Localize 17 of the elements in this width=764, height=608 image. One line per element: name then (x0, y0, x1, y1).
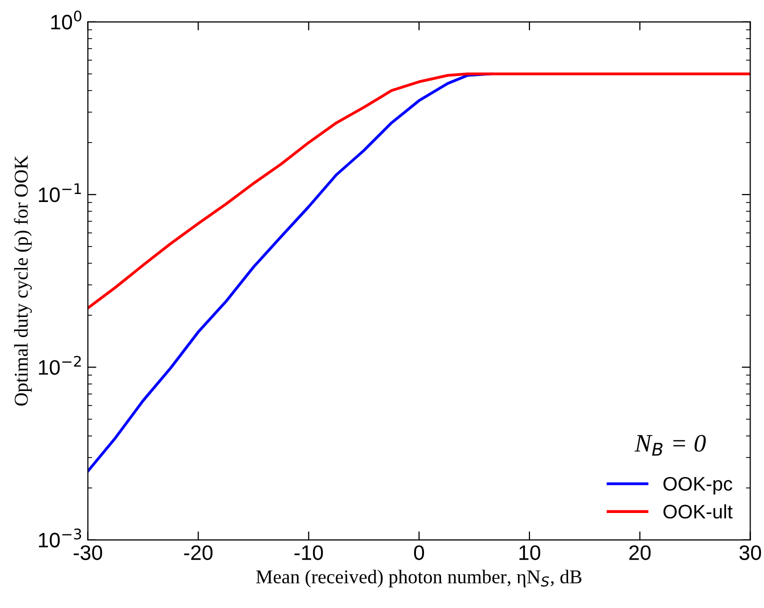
y-tick-label: 10$^{0}$ (51, 10, 82, 30)
x-tick-label: 10 (519, 545, 540, 560)
x-tick-label: -10 (294, 545, 323, 560)
x-tick-label: -20 (184, 545, 212, 560)
legend-label: OOK-ult (663, 504, 733, 519)
y-tick-label: 10$^{−2}$ (38, 356, 81, 375)
y-tick-label: 10$^{−3}$ (38, 528, 82, 548)
x-tick-label: -30 (74, 545, 102, 560)
y-tick-label: 10$^{−1}$ (38, 183, 81, 202)
y-axis-title: Optimal duty cycle (p) for OOK (14, 156, 32, 406)
legend-label: OOK-pc (663, 476, 732, 495)
x-tick-label: 30 (739, 545, 762, 560)
x-tick-label: 20 (629, 545, 651, 560)
x-tick-label: 0 (414, 545, 424, 560)
x-axis-title: Mean (received) photon number, ηN$_{S}$, dB (256, 570, 582, 588)
line-series (88, 72, 750, 310)
legend-title: N$_{B}$ = 0 (634, 434, 706, 456)
